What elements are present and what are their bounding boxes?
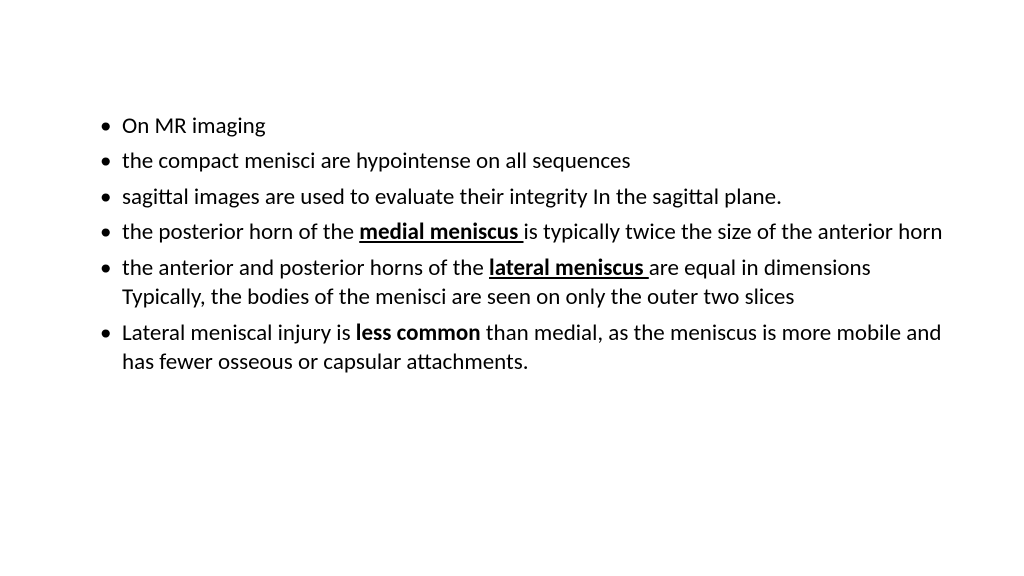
bullet-item: sagittal images are used to evaluate the… [100, 183, 958, 212]
bullet-text-run: is typically twice the size of the anter… [524, 218, 943, 246]
slide: On MR imaging the compact menisci are hyp… [0, 0, 1024, 576]
bullet-text-run: On MR imaging [122, 112, 266, 140]
bullet-item: the posterior horn of the medial meniscu… [100, 218, 958, 247]
bullet-text-run: lateral meniscus [489, 254, 649, 282]
bullet-text-run: medial meniscus [359, 218, 523, 246]
bullet-item: On MR imaging [100, 112, 958, 141]
bullet-text-run: the posterior horn of the [122, 218, 359, 246]
bullet-text-run: less common [356, 319, 481, 347]
bullet-text-run: the compact menisci are hypointense on a… [122, 147, 631, 175]
bullet-text-run: the anterior and posterior horns of the [122, 254, 489, 282]
bullet-item: Lateral meniscal injury is less common t… [100, 319, 958, 378]
bullet-list: On MR imaging the compact menisci are hyp… [100, 112, 958, 378]
bullet-item: the anterior and posterior horns of the … [100, 254, 958, 313]
bullet-item: the compact menisci are hypointense on a… [100, 147, 958, 176]
bullet-text-run: sagittal images are used to evaluate the… [122, 183, 782, 211]
bullet-text-run: Lateral meniscal injury is [122, 319, 356, 347]
